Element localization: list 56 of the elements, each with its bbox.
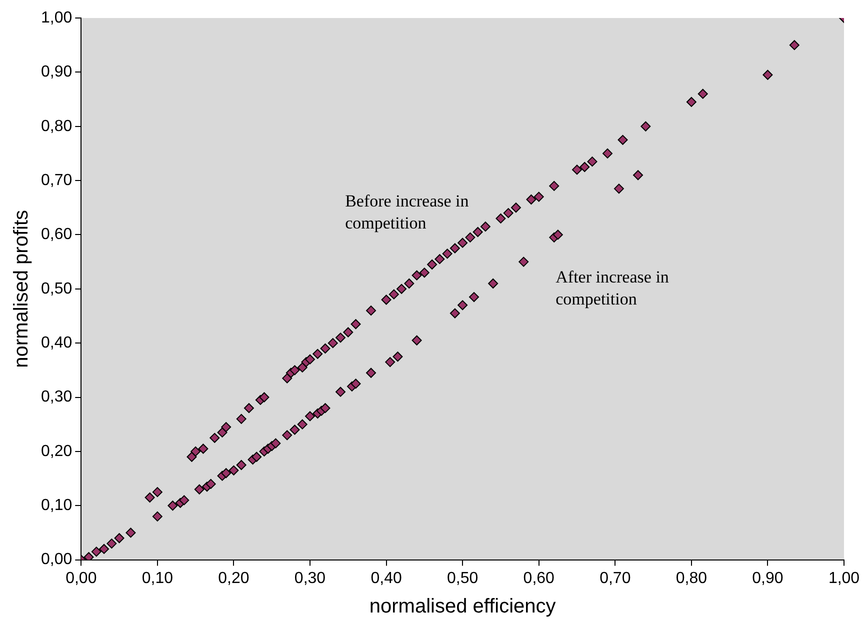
point xyxy=(385,357,396,368)
y-tick-label: 0,00 xyxy=(41,551,72,568)
point xyxy=(366,368,376,378)
point xyxy=(152,511,162,522)
point xyxy=(270,438,281,448)
y-tick-label: 0,20 xyxy=(41,442,72,460)
x-tick-label: 0,10 xyxy=(142,570,174,587)
y-axis-title: normalised profits xyxy=(10,210,33,368)
x-tick-label: 0,90 xyxy=(752,570,784,587)
point xyxy=(518,256,529,267)
y-tick-label: 0,90 xyxy=(41,64,72,81)
point xyxy=(297,419,308,430)
point xyxy=(221,468,232,478)
x-tick-label: 0,50 xyxy=(447,570,478,587)
y-tick-label: 0,70 xyxy=(41,172,72,189)
point xyxy=(290,424,300,435)
y-tick-label: 0,80 xyxy=(41,118,72,135)
point xyxy=(552,230,563,240)
point xyxy=(282,430,292,440)
point xyxy=(194,484,204,494)
y-tick-label: 0,50 xyxy=(41,280,72,298)
annotation: Before increase in competition xyxy=(345,192,470,233)
point xyxy=(236,460,246,470)
point xyxy=(168,500,178,511)
x-tick-label: 1,00 xyxy=(828,570,860,587)
point xyxy=(614,184,624,194)
x-tick-label: 0,20 xyxy=(218,570,250,587)
y-tick-label: 0,30 xyxy=(41,388,72,406)
y-tick-label: 0,60 xyxy=(41,226,72,244)
point xyxy=(762,70,773,80)
point xyxy=(252,452,262,462)
point xyxy=(320,403,330,414)
point xyxy=(179,495,190,506)
point xyxy=(336,386,346,397)
x-axis-title: normalised efficiency xyxy=(369,596,556,618)
point xyxy=(488,278,498,288)
x-tick-label: 0,30 xyxy=(294,570,326,587)
point xyxy=(633,170,644,180)
x-tick-label: 0,70 xyxy=(600,570,631,587)
point xyxy=(206,478,216,489)
y-tick-label: 0,40 xyxy=(41,334,72,352)
x-tick-label: 0,40 xyxy=(370,570,402,587)
y-tick-label: 0,10 xyxy=(41,497,72,514)
x-tick-label: 0,00 xyxy=(66,570,97,587)
point xyxy=(228,465,239,476)
y-tick-label: 1,00 xyxy=(41,9,72,26)
point xyxy=(392,352,403,362)
point xyxy=(458,300,468,310)
point xyxy=(469,292,480,302)
point xyxy=(412,335,422,346)
x-tick-label: 0,80 xyxy=(676,570,708,587)
annotation: After increase in competition xyxy=(556,268,670,309)
point xyxy=(305,411,315,422)
x-tick-label: 0,60 xyxy=(523,570,555,587)
point xyxy=(350,378,361,389)
point xyxy=(450,308,460,318)
